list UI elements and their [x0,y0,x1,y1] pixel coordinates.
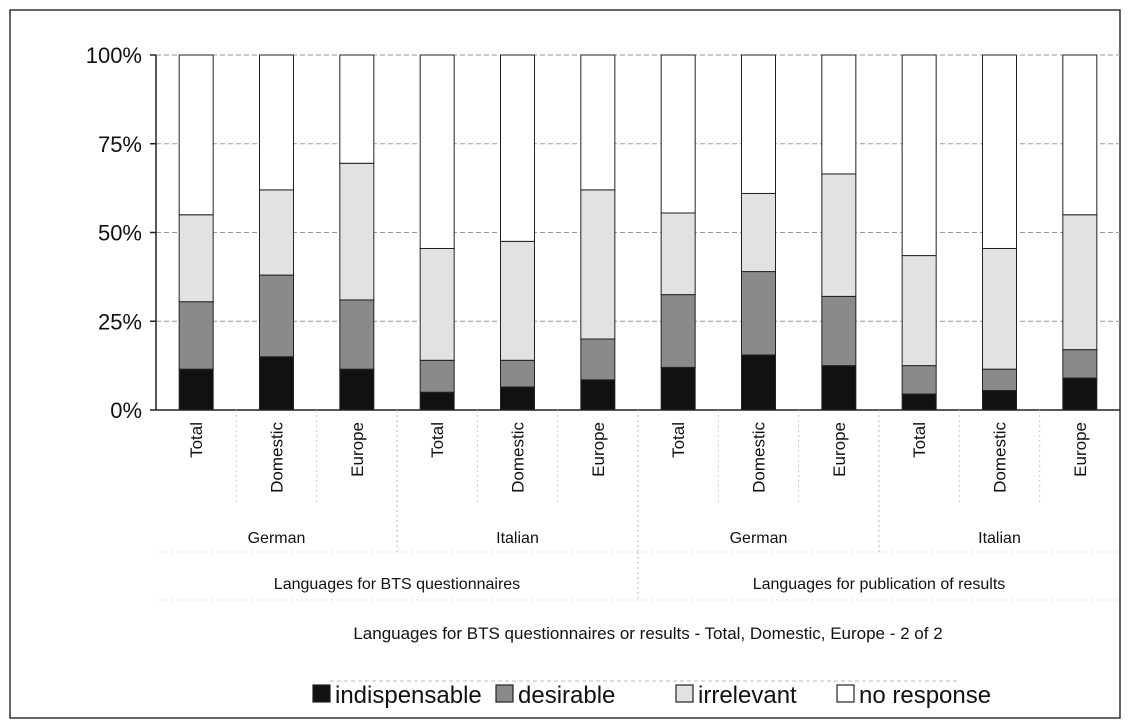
bar-segment-indispensable [419,391,455,411]
bar-segment-no-response [901,54,937,257]
bar-segment-desirable [580,338,616,381]
x-axis-label: Languages for BTS questionnaires or resu… [353,624,942,643]
bar-segment-indispensable [500,386,535,411]
bar-segment-irrelevant [178,214,214,303]
legend-swatch [836,684,855,703]
x-tick-label: Europe [348,422,367,477]
gridlines [156,54,1120,322]
bar-segment-no-response [741,54,776,194]
bar-segment-irrelevant [259,189,294,276]
legend-swatch [675,684,694,703]
bar-segment-irrelevant [580,189,616,340]
x-tick-label: Europe [1071,422,1090,477]
bar-segment-desirable [419,359,455,393]
bar-segment-no-response [660,54,696,214]
bar-segment-desirable [821,295,857,367]
bar-segment-no-response [178,54,214,216]
group-label-level2: Languages for publication of results [753,576,1006,593]
bar-segment-desirable [339,299,375,370]
bar-segment-indispensable [178,368,214,411]
bar-segment-no-response [821,54,857,175]
bar-segment-indispensable [1062,377,1098,411]
bar-segment-indispensable [982,389,1017,411]
bar-segment-irrelevant [741,192,776,273]
bar-segment-desirable [259,274,294,358]
bar-segment-indispensable [339,368,375,411]
group-labels: German Italian German Italian Languages for … [156,410,1120,601]
x-tick-label: Domestic [509,422,528,493]
y-tick-label: 25% [98,309,142,334]
bar-segment-no-response [580,54,616,191]
x-tick-label: Domestic [991,422,1010,493]
bars [178,54,1098,411]
bar-segment-no-response [339,54,375,164]
group-label-level2: Languages for BTS questionnaires [274,576,520,593]
bar-segment-irrelevant [1062,214,1098,351]
bar-segment-no-response [419,54,455,249]
group-label-level1: German [730,530,788,547]
bar-segment-irrelevant [500,240,535,361]
x-tick-label: Europe [830,422,849,477]
bar-segment-desirable [901,365,937,395]
x-tick-label: Domestic [268,422,287,493]
legend-swatch [312,684,331,703]
y-tick-label: 75% [98,132,142,157]
bar-segment-indispensable [580,379,616,411]
legend-label: irrelevant [698,682,797,709]
legend-label: desirable [518,682,615,709]
bar-segment-indispensable [741,354,776,411]
bar-segment-desirable [178,301,214,370]
bar-segment-irrelevant [901,255,937,367]
x-tick-label: Domestic [750,422,769,493]
bar-segment-desirable [1062,349,1098,379]
bar-segment-no-response [982,54,1017,249]
bar-segment-desirable [982,368,1017,391]
bar-segment-indispensable [901,393,937,411]
bar-segment-irrelevant [821,173,857,297]
legend: indispensable desirable irrelevant no respo… [312,682,991,709]
bar-segment-no-response [259,54,294,191]
group-label-level1: Italian [496,530,539,547]
y-tick-label: 0% [110,398,142,423]
x-tick-label: Total [669,422,688,458]
bar-segment-desirable [660,294,696,368]
legend-swatch [495,684,514,703]
legend-label: indispensable [335,682,482,709]
bar-segment-indispensable [821,365,857,411]
y-tick-label: 50% [98,221,142,246]
legend-label: no response [859,682,991,709]
bar-segment-irrelevant [339,162,375,301]
bar-segment-desirable [500,359,535,388]
group-label-level1: German [248,530,306,547]
chart-border [9,9,1121,719]
bar-segment-irrelevant [982,247,1017,370]
bar-segment-irrelevant [419,247,455,361]
x-tick-label: Europe [589,422,608,477]
y-axis-ticks: 0% 25% 50% 75% 100% [86,43,156,423]
x-tick-label: Total [187,422,206,458]
bar-segment-no-response [500,54,535,242]
bar-segment-desirable [741,271,776,356]
bar-segment-indispensable [660,366,696,411]
bar-segment-indispensable [259,356,294,411]
y-tick-label: 100% [86,43,142,68]
bar-segment-no-response [1062,54,1098,216]
x-tick-label: Total [428,422,447,458]
bar-segment-irrelevant [660,212,696,296]
x-tick-label: Total [910,422,929,458]
group-label-level1: Italian [978,530,1021,547]
